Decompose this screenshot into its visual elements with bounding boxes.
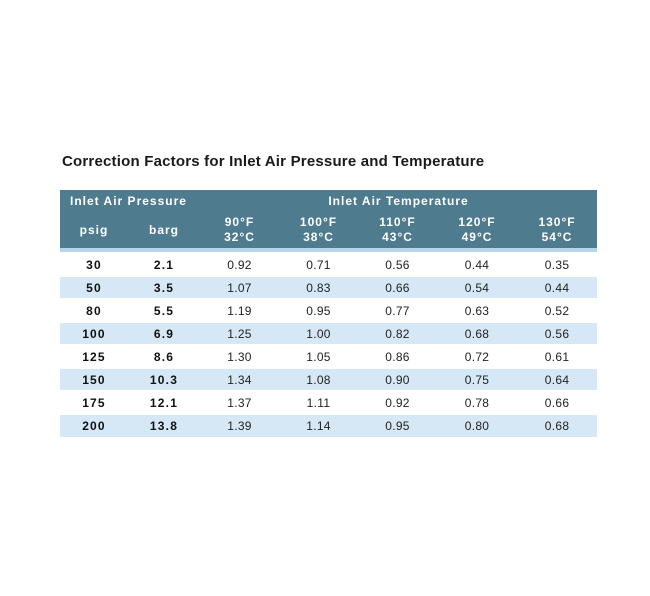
cell-factor: 1.11: [279, 390, 358, 414]
table-row: 125 8.6 1.30 1.05 0.86 0.72 0.61: [60, 344, 598, 368]
cell-factor: 0.66: [358, 275, 437, 299]
cell-factor: 1.34: [200, 367, 279, 391]
cell-factor: 0.54: [437, 275, 517, 299]
cell-psig: 80: [60, 298, 128, 322]
cell-factor: 0.68: [437, 321, 517, 345]
cell-factor: 0.78: [437, 390, 517, 414]
table-row: 175 12.1 1.37 1.11 0.92 0.78 0.66: [60, 390, 598, 414]
temp-fahrenheit-label: 130°F: [538, 215, 576, 229]
correction-factors-table: Inlet Air Pressure Inlet Air Temperature…: [60, 190, 598, 437]
cell-barg: 6.9: [128, 321, 200, 345]
cell-factor: 0.77: [358, 298, 437, 322]
table-row: 200 13.8 1.39 1.14 0.95 0.80 0.68: [60, 413, 598, 437]
cell-factor: 1.19: [200, 298, 279, 322]
table-row: 150 10.3 1.34 1.08 0.90 0.75 0.64: [60, 367, 598, 391]
cell-factor: 0.63: [437, 298, 517, 322]
table-row: 80 5.5 1.19 0.95 0.77 0.63 0.52: [60, 298, 598, 322]
cell-factor: 1.39: [200, 413, 279, 437]
column-header-110f: 110°F 43°C: [358, 212, 437, 248]
cell-factor: 0.90: [358, 367, 437, 391]
column-header-row: psig barg 90°F 32°C 100°F 38°C 110°F 43°…: [60, 212, 598, 248]
cell-factor: 1.37: [200, 390, 279, 414]
temp-fahrenheit-label: 90°F: [224, 215, 255, 229]
table-header: Inlet Air Pressure Inlet Air Temperature…: [60, 190, 598, 248]
temp-celsius-label: 49°C: [461, 230, 493, 244]
cell-factor: 0.80: [437, 413, 517, 437]
page-title: Correction Factors for Inlet Air Pressur…: [62, 153, 485, 170]
cell-factor: 1.05: [279, 344, 358, 368]
column-header-100f: 100°F 38°C: [279, 212, 358, 248]
table-row: 50 3.5 1.07 0.83 0.66 0.54 0.44: [60, 275, 598, 299]
column-header-120f: 120°F 49°C: [437, 212, 517, 248]
cell-psig: 100: [60, 321, 128, 345]
cell-factor: 0.83: [279, 275, 358, 299]
cell-factor: 0.95: [358, 413, 437, 437]
column-header-psig: psig: [60, 212, 128, 248]
cell-factor: 1.14: [279, 413, 358, 437]
cell-factor: 0.92: [358, 390, 437, 414]
cell-factor: 0.71: [279, 252, 358, 276]
temp-celsius-label: 38°C: [303, 230, 334, 244]
temp-fahrenheit-label: 120°F: [458, 215, 496, 229]
cell-psig: 200: [60, 413, 128, 437]
cell-factor: 0.95: [279, 298, 358, 322]
cell-factor: 0.82: [358, 321, 437, 345]
divider-cell: [60, 248, 598, 253]
temp-celsius-label: 54°C: [541, 230, 573, 244]
cell-factor: 0.52: [517, 298, 598, 322]
cell-factor: 0.56: [358, 252, 437, 276]
temp-celsius-label: 32°C: [224, 230, 255, 244]
column-header-barg: barg: [128, 212, 200, 248]
cell-factor: 0.61: [517, 344, 598, 368]
cell-psig: 30: [60, 252, 128, 276]
cell-barg: 5.5: [128, 298, 200, 322]
group-header-row: Inlet Air Pressure Inlet Air Temperature: [60, 190, 598, 212]
cell-factor: 0.44: [517, 275, 598, 299]
cell-barg: 8.6: [128, 344, 200, 368]
cell-psig: 50: [60, 275, 128, 299]
temp-fahrenheit-label: 100°F: [299, 215, 338, 229]
cell-factor: 0.92: [200, 252, 279, 276]
cell-factor: 0.66: [517, 390, 598, 414]
temp-celsius-label: 43°C: [382, 230, 413, 244]
column-header-130f: 130°F 54°C: [517, 212, 598, 248]
cell-factor: 1.25: [200, 321, 279, 345]
cell-factor: 1.07: [200, 275, 279, 299]
cell-factor: 0.44: [437, 252, 517, 276]
group-header-inlet-air-pressure: Inlet Air Pressure: [60, 190, 200, 212]
cell-factor: 0.68: [517, 413, 598, 437]
cell-factor: 1.30: [200, 344, 279, 368]
cell-factor: 1.00: [279, 321, 358, 345]
table-row: 100 6.9 1.25 1.00 0.82 0.68 0.56: [60, 321, 598, 345]
cell-barg: 10.3: [128, 367, 200, 391]
cell-barg: 13.8: [128, 413, 200, 437]
cell-factor: 1.08: [279, 367, 358, 391]
temp-fahrenheit-label: 110°F: [379, 215, 416, 229]
header-divider-strip: [60, 248, 598, 253]
cell-factor: 0.86: [358, 344, 437, 368]
column-header-90f: 90°F 32°C: [200, 212, 279, 248]
cell-factor: 0.35: [517, 252, 598, 276]
cell-psig: 150: [60, 367, 128, 391]
cell-psig: 175: [60, 390, 128, 414]
table-body: 30 2.1 0.92 0.71 0.56 0.44 0.35 50 3.5 1…: [60, 248, 598, 437]
cell-barg: 3.5: [128, 275, 200, 299]
cell-barg: 12.1: [128, 390, 200, 414]
cell-psig: 125: [60, 344, 128, 368]
cell-factor: 0.72: [437, 344, 517, 368]
cell-factor: 0.64: [517, 367, 598, 391]
cell-barg: 2.1: [128, 252, 200, 276]
group-header-inlet-air-temperature: Inlet Air Temperature: [200, 190, 598, 212]
table-row: 30 2.1 0.92 0.71 0.56 0.44 0.35: [60, 252, 598, 276]
cell-factor: 0.56: [517, 321, 598, 345]
cell-factor: 0.75: [437, 367, 517, 391]
